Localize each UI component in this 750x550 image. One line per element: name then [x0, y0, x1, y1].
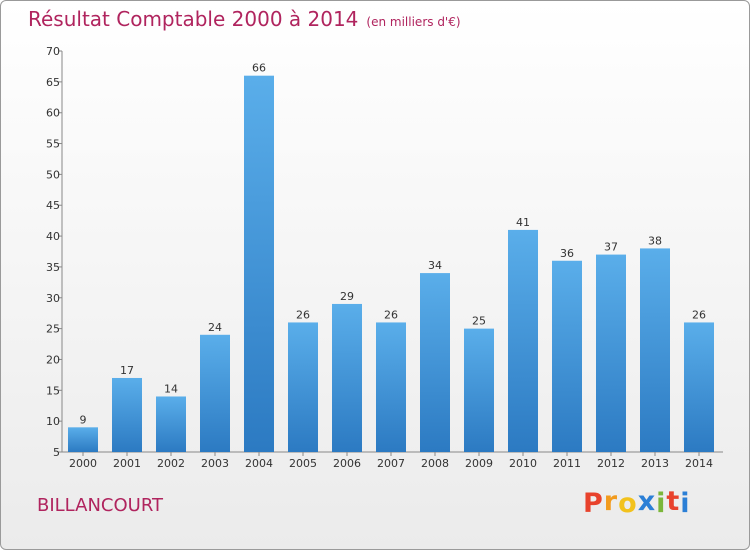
logo-letter: t: [666, 486, 681, 517]
data-label: 38: [648, 234, 662, 247]
bar: [112, 377, 142, 452]
logo-letter: r: [603, 486, 619, 517]
y-tick-label: 55: [46, 138, 60, 151]
x-tick-label: 2001: [113, 457, 141, 470]
bar: [156, 396, 186, 452]
data-label: 41: [516, 216, 530, 229]
bar: [552, 260, 582, 452]
bar: [376, 322, 406, 452]
bar: [244, 75, 274, 452]
bar: [596, 254, 626, 452]
bar: [420, 273, 450, 452]
data-label: 34: [428, 259, 442, 272]
data-label: 26: [296, 308, 310, 321]
data-label: 17: [120, 364, 134, 377]
bar: [508, 229, 538, 452]
x-tick-label: 2003: [201, 457, 229, 470]
logo-letter: P: [583, 488, 604, 519]
y-tick-label: 35: [46, 261, 60, 274]
x-tick-label: 2013: [641, 457, 669, 470]
x-tick-label: 2010: [509, 457, 537, 470]
y-tick-label: 70: [46, 45, 60, 58]
y-tick-label: 50: [46, 168, 60, 181]
logo-letter: i: [656, 488, 667, 519]
bar: [464, 328, 494, 452]
x-tick-label: 2011: [553, 457, 581, 470]
x-tick-label: 2005: [289, 457, 317, 470]
bar: [640, 248, 670, 452]
y-tick-label: 25: [46, 323, 60, 336]
bar: [200, 334, 230, 452]
x-tick-label: 2012: [597, 457, 625, 470]
y-tick-label: 10: [46, 415, 60, 428]
x-tick-label: 2009: [465, 457, 493, 470]
data-label: 9: [80, 413, 87, 426]
chart-title: Résultat Comptable 2000 à 2014 (en millie…: [28, 7, 461, 31]
data-label: 66: [252, 62, 266, 75]
y-tick-label: 5: [53, 446, 60, 459]
data-label: 25: [472, 315, 486, 328]
logo-letter: x: [637, 486, 657, 517]
data-label: 24: [208, 321, 222, 334]
y-tick-label: 60: [46, 107, 60, 120]
x-tick-label: 2007: [377, 457, 405, 470]
x-tick-label: 2006: [333, 457, 361, 470]
y-tick-label: 65: [46, 76, 60, 89]
data-label: 37: [604, 241, 618, 254]
data-label: 26: [384, 308, 398, 321]
unit-label: (en milliers d'€): [366, 15, 461, 29]
x-tick-label: 2002: [157, 457, 185, 470]
y-tick-label: 40: [46, 230, 60, 243]
x-tick-label: 2008: [421, 457, 449, 470]
y-tick-label: 45: [46, 199, 60, 212]
bar: [684, 322, 714, 452]
data-label: 14: [164, 382, 178, 395]
y-tick-label: 15: [46, 384, 60, 397]
data-label: 29: [340, 290, 354, 303]
bar: [332, 303, 362, 452]
x-tick-label: 2014: [685, 457, 713, 470]
x-tick-label: 2000: [69, 457, 97, 470]
location-label: BILLANCOURT: [37, 495, 164, 516]
bar: [68, 427, 98, 452]
x-tick-label: 2004: [245, 457, 273, 470]
bar: [288, 322, 318, 452]
y-tick-label: 30: [46, 292, 60, 305]
chart-title-text: Résultat Comptable 2000 à 2014: [28, 7, 359, 31]
data-label: 26: [692, 308, 706, 321]
y-tick-label: 20: [46, 353, 60, 366]
logo-letter: i: [680, 488, 691, 519]
proxiti-logo[interactable]: Proxiti: [583, 486, 691, 519]
data-label: 36: [560, 247, 574, 260]
logo-letter: o: [618, 488, 638, 519]
